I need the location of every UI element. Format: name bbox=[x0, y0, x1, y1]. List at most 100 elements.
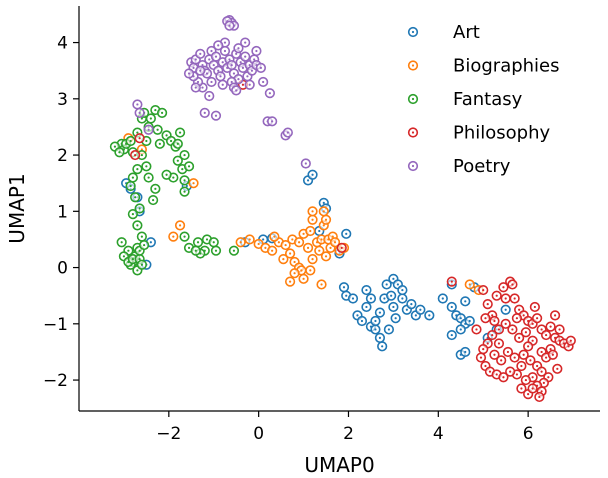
data-point-center bbox=[491, 314, 494, 317]
data-point-center bbox=[567, 345, 570, 348]
series-fantasy bbox=[109, 104, 240, 276]
data-point-center bbox=[520, 387, 523, 390]
data-point-center bbox=[385, 283, 388, 286]
data-point-center bbox=[284, 243, 287, 247]
data-point-center bbox=[205, 238, 209, 241]
data-point-center bbox=[208, 94, 211, 98]
legend-item-biographies: Biographies bbox=[407, 56, 560, 77]
data-point-center bbox=[149, 241, 152, 244]
data-point-center bbox=[333, 241, 337, 244]
data-point-center bbox=[500, 359, 503, 362]
data-point-center bbox=[253, 58, 256, 61]
data-point-center bbox=[515, 373, 519, 376]
data-point-center bbox=[468, 319, 471, 323]
data-point-center bbox=[255, 49, 258, 53]
data-point-center bbox=[187, 72, 191, 75]
data-point-center bbox=[212, 241, 215, 244]
data-point-center bbox=[538, 395, 541, 399]
data-point-center bbox=[540, 350, 543, 354]
data-point-center bbox=[527, 345, 530, 348]
data-point-center bbox=[394, 317, 397, 320]
data-point-center bbox=[297, 241, 301, 244]
data-point-center bbox=[235, 52, 238, 55]
legend-label: Biographies bbox=[453, 56, 560, 77]
data-point-center bbox=[502, 286, 505, 289]
data-point-center bbox=[140, 117, 143, 120]
legend-marker-center bbox=[411, 97, 415, 101]
data-point-center bbox=[545, 356, 548, 359]
data-point-center bbox=[143, 243, 146, 247]
data-point-center bbox=[232, 72, 236, 75]
data-point-center bbox=[136, 103, 139, 106]
legend-item-philosophy: Philosophy bbox=[407, 123, 551, 144]
data-point-center bbox=[268, 92, 271, 95]
data-point-center bbox=[158, 142, 161, 145]
data-point-center bbox=[342, 286, 346, 289]
points-layer bbox=[109, 14, 576, 403]
data-point-center bbox=[199, 69, 202, 72]
y-ticks: −2 −1 0 1 2 3 4 bbox=[43, 34, 79, 391]
legend: Art Biographies Fantasy Philosophy Poetry bbox=[407, 22, 560, 177]
data-point-center bbox=[194, 86, 197, 89]
data-point-center bbox=[484, 317, 487, 320]
data-point-center bbox=[134, 196, 137, 199]
data-point-center bbox=[378, 311, 382, 314]
data-point-center bbox=[533, 305, 536, 309]
data-point-center bbox=[136, 269, 139, 272]
data-point-center bbox=[293, 260, 296, 264]
x-tick-label: 0 bbox=[253, 424, 264, 444]
data-point-center bbox=[194, 249, 197, 252]
data-point-center bbox=[293, 272, 296, 275]
data-point-center bbox=[524, 378, 527, 382]
data-point-center bbox=[419, 308, 422, 311]
data-point-center bbox=[259, 66, 263, 69]
data-point-center bbox=[482, 348, 485, 351]
data-point-center bbox=[201, 86, 204, 89]
data-point-center bbox=[509, 370, 512, 373]
data-point-center bbox=[230, 80, 233, 84]
data-point-center bbox=[479, 356, 483, 359]
data-point-center bbox=[547, 376, 550, 379]
data-point-center bbox=[138, 111, 141, 114]
data-point-center bbox=[194, 58, 197, 61]
data-point-center bbox=[493, 319, 496, 323]
data-point-center bbox=[540, 390, 543, 393]
data-point-center bbox=[248, 238, 251, 241]
data-point-center bbox=[201, 63, 204, 67]
data-point-center bbox=[549, 348, 552, 351]
data-point-center bbox=[556, 367, 559, 370]
legend-label: Poetry bbox=[453, 156, 511, 177]
data-point-center bbox=[405, 308, 408, 311]
data-point-center bbox=[495, 294, 498, 297]
y-tick-label: 3 bbox=[57, 90, 68, 110]
data-point-center bbox=[493, 353, 496, 356]
data-point-center bbox=[374, 319, 377, 323]
legend-marker-center bbox=[411, 64, 415, 67]
data-point-center bbox=[120, 241, 123, 244]
data-point-center bbox=[277, 241, 280, 244]
legend-label: Fantasy bbox=[453, 89, 523, 110]
data-point-center bbox=[518, 336, 521, 339]
data-point-center bbox=[365, 288, 368, 292]
data-point-center bbox=[374, 328, 377, 331]
data-point-center bbox=[401, 288, 404, 292]
data-point-center bbox=[237, 47, 240, 50]
legend-item-fantasy: Fantasy bbox=[407, 89, 523, 110]
data-point-center bbox=[192, 66, 195, 69]
data-point-center bbox=[228, 58, 231, 61]
data-point-center bbox=[513, 297, 516, 300]
data-point-center bbox=[165, 134, 168, 137]
data-point-center bbox=[241, 66, 245, 69]
data-point-center bbox=[450, 305, 453, 309]
legend-item-poetry: Poetry bbox=[407, 156, 511, 177]
data-point-center bbox=[536, 364, 539, 368]
data-point-center bbox=[118, 151, 121, 154]
data-point-center bbox=[221, 83, 224, 86]
data-point-center bbox=[172, 235, 175, 238]
data-point-center bbox=[340, 246, 343, 249]
data-point-center bbox=[257, 242, 260, 246]
data-point-center bbox=[129, 139, 132, 143]
data-point-center bbox=[482, 288, 485, 292]
data-point-center bbox=[199, 52, 202, 55]
data-point-center bbox=[196, 241, 200, 244]
